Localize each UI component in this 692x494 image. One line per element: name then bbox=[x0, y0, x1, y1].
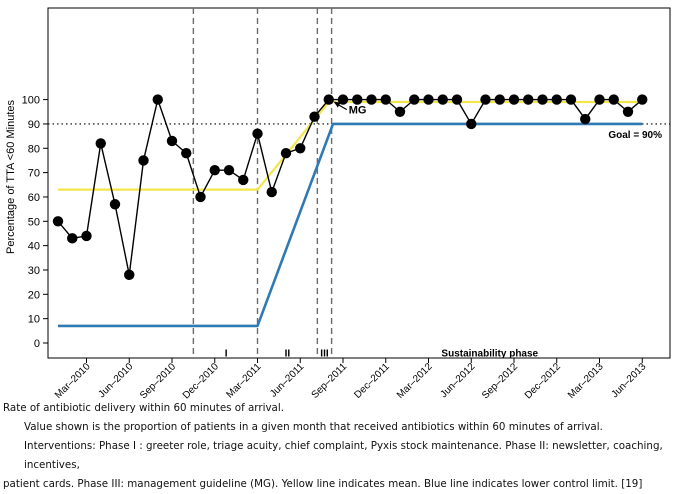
y-tick-label: 40 bbox=[28, 241, 40, 253]
y-tick-label: 0 bbox=[34, 338, 40, 350]
x-tick-label: Mar–2012 bbox=[395, 361, 435, 400]
x-tick-label: Jun–2011 bbox=[268, 361, 307, 400]
data-point bbox=[309, 111, 320, 122]
data-point bbox=[366, 94, 377, 105]
data-point bbox=[622, 106, 634, 117]
x-tick-label: Sep–2011 bbox=[310, 361, 350, 400]
data-point bbox=[337, 94, 349, 105]
y-tick-label: 50 bbox=[28, 216, 40, 228]
data-point bbox=[295, 143, 306, 154]
data-point bbox=[494, 94, 505, 105]
data-point bbox=[124, 269, 135, 281]
data-point bbox=[437, 94, 448, 105]
y-tick-label: 20 bbox=[28, 289, 40, 301]
lower-control-limit-line bbox=[58, 122, 643, 328]
y-tick-label: 80 bbox=[28, 143, 40, 155]
data-point bbox=[209, 164, 220, 176]
data-point bbox=[266, 186, 277, 198]
data-point bbox=[352, 94, 363, 105]
run-chart: Goal = 90% 0 10 20 30 40 50 60 70 80 90 100 Mar–20… bbox=[5, 7, 671, 400]
y-tick-label: 100 bbox=[22, 95, 40, 107]
mg-arrowhead bbox=[333, 101, 341, 108]
y-tick-label: 60 bbox=[28, 192, 40, 204]
data-point bbox=[252, 128, 263, 139]
x-tick-label: Jun–2013 bbox=[610, 361, 649, 400]
phase-label: II bbox=[285, 349, 291, 360]
y-tick-label: 70 bbox=[28, 168, 40, 180]
figure-caption: Rate of antibiotic delivery within 60 mi… bbox=[3, 399, 691, 494]
caption-value-note: Value shown is the proportion of patient… bbox=[24, 421, 603, 433]
data-point bbox=[637, 94, 648, 105]
x-tick-label: Sep–2012 bbox=[480, 361, 520, 400]
y-tick-label: 90 bbox=[28, 119, 40, 131]
data-point bbox=[195, 191, 206, 203]
data-point bbox=[95, 138, 106, 149]
data-point bbox=[238, 174, 249, 186]
data-point bbox=[52, 216, 64, 227]
caption-title: Rate of antibiotic delivery within 60 mi… bbox=[3, 402, 284, 414]
data-point bbox=[594, 94, 605, 105]
data-point bbox=[81, 230, 92, 242]
data-point bbox=[565, 94, 577, 105]
data-point bbox=[280, 147, 292, 159]
data-point bbox=[181, 147, 192, 159]
mg-annotation: MG bbox=[349, 105, 367, 117]
data-point bbox=[423, 94, 434, 105]
caption-interventions-2: patient cards. Phase III: management gui… bbox=[3, 478, 643, 490]
caption-interventions-1: Interventions: Phase I : greeter role, t… bbox=[24, 440, 663, 471]
y-axis-label: Percentage of TTA <60 Minutes bbox=[5, 100, 17, 254]
goal-label: Goal = 90% bbox=[608, 130, 662, 141]
data-point bbox=[138, 155, 149, 166]
phase-label: I bbox=[225, 349, 228, 360]
data-point bbox=[394, 106, 406, 117]
data-point bbox=[466, 118, 477, 130]
phase-label: III bbox=[320, 349, 329, 360]
data-point bbox=[580, 113, 591, 125]
monthly-rate-line bbox=[57, 98, 643, 276]
data-point bbox=[508, 94, 520, 105]
x-tick-label: Jun–2010 bbox=[97, 361, 136, 400]
data-point bbox=[67, 233, 78, 244]
data-point bbox=[608, 94, 619, 105]
x-tick-label: Mar–2011 bbox=[225, 361, 264, 400]
data-point bbox=[323, 94, 334, 105]
data-point bbox=[152, 94, 163, 105]
x-tick-label: Mar–2010 bbox=[53, 361, 93, 400]
data-point bbox=[166, 135, 178, 147]
x-tick-label: Dec–2011 bbox=[352, 361, 392, 400]
data-point bbox=[523, 94, 534, 105]
x-tick-label: Sep–2010 bbox=[138, 361, 178, 400]
data-point bbox=[223, 164, 235, 176]
data-point bbox=[109, 199, 121, 210]
y-tick-label: 10 bbox=[28, 314, 40, 326]
x-tick-label: Mar–2013 bbox=[566, 361, 606, 400]
phase-label: Sustainability phase bbox=[441, 349, 538, 360]
y-tick-label: 30 bbox=[28, 265, 40, 277]
x-tick-label: Dec–2012 bbox=[523, 361, 563, 400]
data-point bbox=[551, 94, 562, 105]
data-point bbox=[480, 94, 491, 105]
x-tick-label: Dec–2010 bbox=[181, 361, 221, 400]
plot-frame bbox=[47, 7, 671, 359]
data-point bbox=[380, 94, 391, 105]
data-point bbox=[409, 94, 420, 105]
data-point bbox=[537, 94, 548, 105]
data-point bbox=[451, 94, 463, 105]
x-tick-label: Jun–2012 bbox=[439, 361, 478, 400]
